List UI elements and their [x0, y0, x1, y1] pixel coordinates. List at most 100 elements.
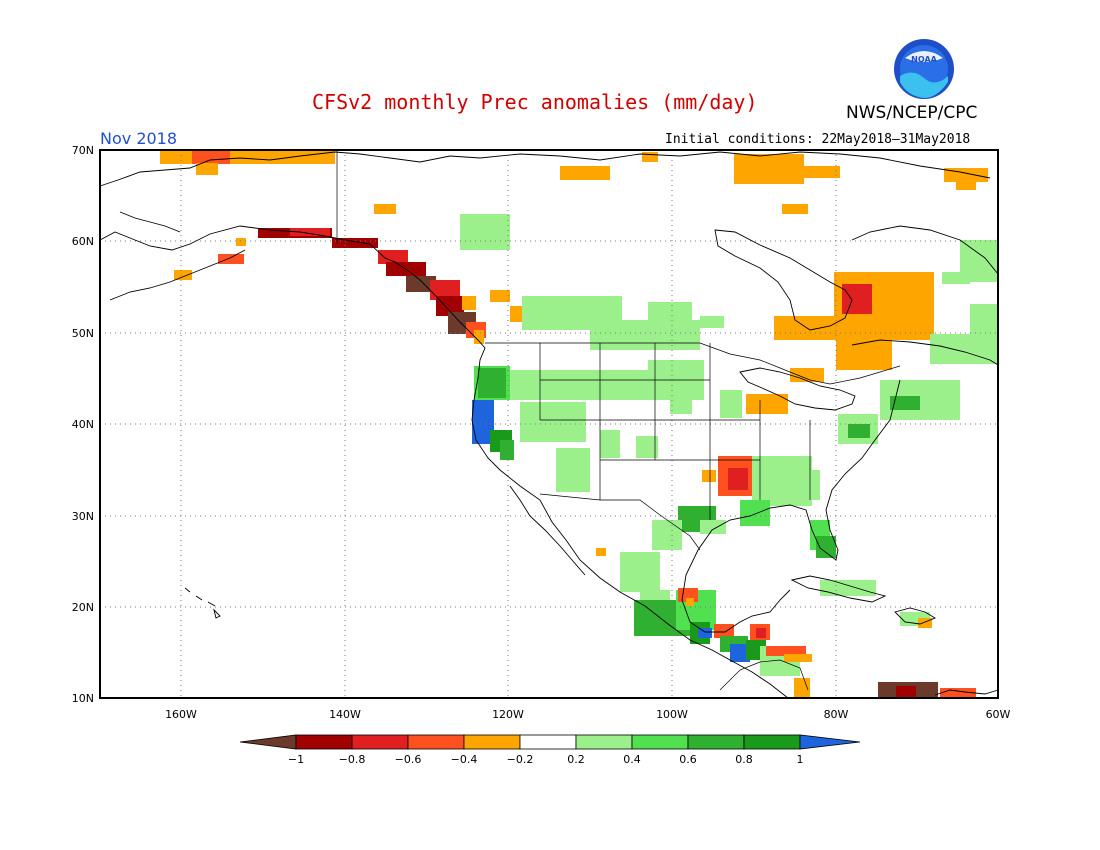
svg-text:NOAA: NOAA — [911, 55, 937, 64]
anomaly-cell — [970, 304, 998, 334]
lon-tick-label: 160W — [165, 708, 197, 721]
colorbar-segment — [351, 734, 409, 750]
anomaly-cell — [768, 394, 786, 402]
anomaly-cell — [942, 272, 970, 284]
lat-tick-label: 30N — [72, 510, 94, 523]
anomaly-cell — [332, 238, 378, 248]
anomaly-cell — [290, 228, 330, 236]
lat-tick-label: 50N — [72, 327, 94, 340]
anomaly-cell — [780, 470, 820, 500]
colorbar-segment — [631, 734, 689, 750]
map-title: CFSv2 monthly Prec anomalies (mm/day) — [312, 90, 758, 114]
anomaly-cell — [800, 166, 840, 178]
lon-tick-label: 120W — [492, 708, 524, 721]
lon-tick-label: 60W — [986, 708, 1011, 721]
initial-conditions: Initial conditions: 22May2018–31May2018 — [665, 132, 971, 147]
anomaly-cell — [730, 644, 750, 662]
anomaly-cell — [652, 520, 682, 550]
lat-tick-label: 10N — [72, 692, 94, 705]
anomaly-cell — [160, 150, 335, 164]
anomaly-cell — [510, 370, 650, 400]
anomaly-cell — [520, 402, 586, 442]
colorbar-segment — [519, 734, 577, 750]
anomaly-cell — [642, 152, 658, 162]
lat-tick-label: 40N — [72, 418, 94, 431]
anomaly-cell — [472, 400, 494, 444]
anomaly-cell — [436, 296, 464, 316]
anomaly-cell — [218, 254, 244, 264]
anomaly-cell — [600, 430, 620, 458]
anomaly-cell — [702, 470, 716, 482]
anomaly-cell — [896, 686, 916, 698]
colorbar-tick-label: −0.4 — [451, 753, 478, 766]
colorbar-left-arrow — [239, 734, 297, 750]
anomaly-cell — [636, 436, 658, 458]
colorbar-segment — [463, 734, 521, 750]
longitude-labels: 160W 140W 120W 100W 80W 60W — [165, 708, 1010, 721]
anomaly-cell — [500, 440, 514, 460]
colorbar-tick-label: −1 — [288, 753, 304, 766]
lon-tick-label: 80W — [824, 708, 849, 721]
anomaly-cell — [596, 548, 606, 556]
noaa-logo-icon: NOAA — [894, 39, 954, 99]
anomaly-cell — [560, 166, 610, 180]
colorbar-tick-label: 0.8 — [735, 753, 753, 766]
anomaly-cell — [236, 238, 246, 246]
colorbar-tick-label: 1 — [797, 753, 804, 766]
anomaly-cell — [700, 316, 724, 328]
anomaly-cell — [784, 654, 812, 662]
colorbar-tick-label: 0.6 — [679, 753, 697, 766]
anomaly-cell — [918, 618, 932, 628]
anomaly-cell — [374, 204, 396, 214]
lat-tick-label: 20N — [72, 601, 94, 614]
lon-tick-label: 100W — [656, 708, 688, 721]
colorbar-right-arrow — [799, 734, 861, 750]
political-borders — [336, 150, 901, 691]
anomaly-cell — [842, 284, 872, 314]
colorbar-segment — [407, 734, 465, 750]
anomaly-cell — [620, 552, 660, 592]
anomaly-cell — [490, 290, 510, 302]
colorbar-tick-label: −0.2 — [507, 753, 534, 766]
colorbar-tick-label: 0.4 — [623, 753, 641, 766]
coastlines — [99, 151, 999, 699]
anomaly-cell — [728, 468, 748, 490]
anomaly-cell — [474, 330, 484, 344]
colorbar-legend — [239, 734, 861, 750]
anomaly-cell — [836, 340, 892, 370]
anomaly-cell — [816, 536, 836, 558]
anomaly-cell — [378, 250, 408, 264]
colorbar-segment — [687, 734, 745, 750]
colorbar-tick-label: −0.8 — [339, 753, 366, 766]
anomaly-cell — [720, 390, 742, 418]
colorbar-segment — [575, 734, 633, 750]
anomaly-cell — [774, 316, 838, 340]
colorbar-segment — [743, 734, 801, 750]
anomaly-cell — [196, 163, 218, 175]
anomaly-cell — [478, 368, 506, 398]
anomaly-cell — [782, 204, 808, 214]
colorbar-tick-label: 0.2 — [567, 753, 585, 766]
agency-label: NWS/NCEP/CPC — [846, 103, 978, 123]
lat-tick-label: 70N — [72, 144, 94, 157]
anomaly-cell — [192, 150, 230, 164]
anomaly-cell — [766, 646, 806, 656]
colorbar-segment — [295, 734, 353, 750]
anomaly-cell — [686, 598, 694, 606]
anomaly-cell — [556, 448, 590, 492]
anomaly-cell — [648, 302, 692, 330]
anomaly-cell — [430, 280, 460, 300]
map-frame — [99, 149, 999, 699]
anomaly-cell — [820, 580, 876, 596]
lat-tick-label: 60N — [72, 235, 94, 248]
colorbar-labels: −1 −0.8 −0.6 −0.4 −0.2 0.2 0.4 0.6 0.8 1 — [288, 753, 804, 766]
latitude-labels: 70N 60N 50N 40N 30N 20N 10N — [72, 144, 94, 705]
anomaly-cell — [700, 520, 726, 534]
colorbar-tick-label: −0.6 — [395, 753, 422, 766]
anomaly-cell — [940, 688, 976, 698]
forecast-month: Nov 2018 — [100, 129, 178, 148]
anomaly-cell — [462, 296, 476, 310]
anomaly-cell — [714, 624, 734, 638]
anomaly-cell — [740, 500, 770, 526]
